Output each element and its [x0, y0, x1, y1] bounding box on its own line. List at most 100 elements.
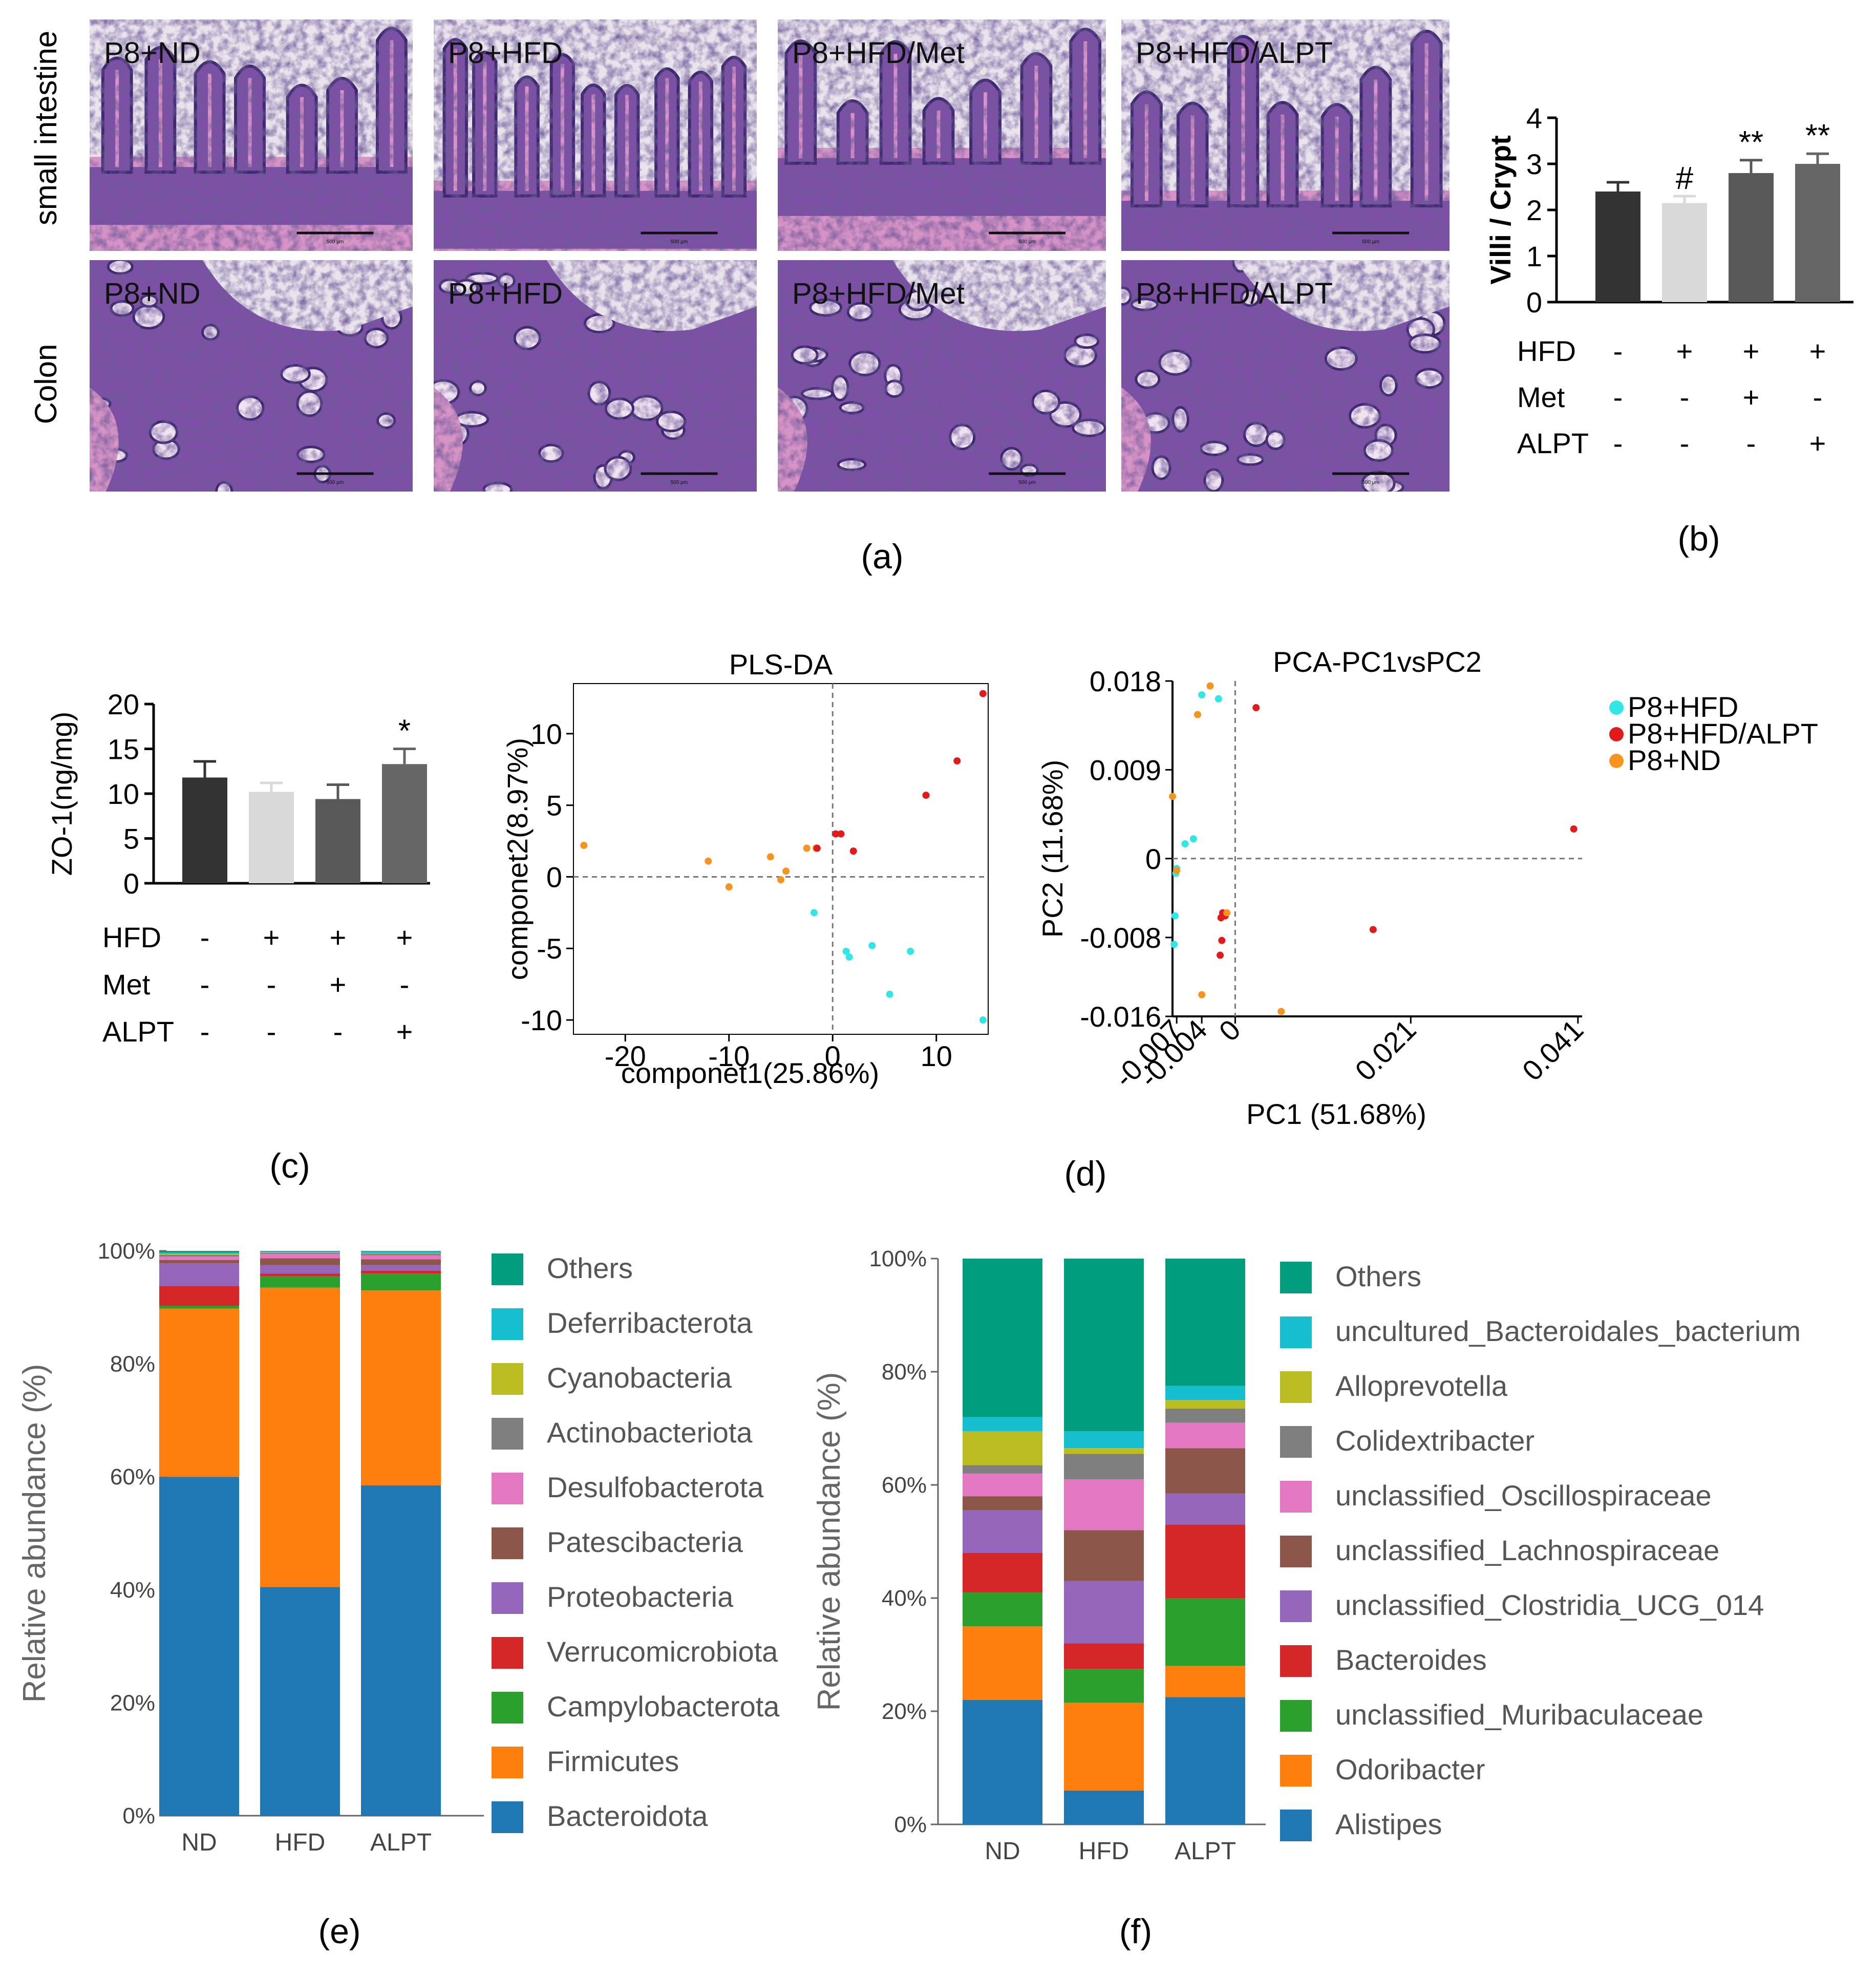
- data-point: [953, 757, 961, 764]
- x-tick-label: HFD: [1079, 1838, 1129, 1865]
- legend-swatch: [492, 1582, 523, 1614]
- stack-segment: [1165, 1697, 1245, 1824]
- legend-label: Desulfobacterota: [547, 1471, 764, 1503]
- data-point: [1173, 866, 1181, 874]
- chart-title: PCA-PC1vsPC2: [1273, 646, 1482, 678]
- significance-marker: **: [1739, 125, 1763, 160]
- y-tick-label: -5: [537, 932, 562, 965]
- data-point: [1570, 825, 1577, 833]
- histology-image: P8+ND 500 μm: [90, 19, 413, 251]
- significance-marker: #: [1676, 161, 1694, 196]
- scale-bar-label: 500 μm: [327, 480, 344, 485]
- stack-segment: [260, 1287, 340, 1587]
- data-point: [922, 792, 930, 799]
- stack-segment: [1064, 1643, 1144, 1669]
- y-tick-label: 80%: [110, 1352, 155, 1377]
- data-point: [766, 853, 774, 861]
- treatment-sign: -: [200, 1015, 210, 1048]
- treatment-sign: -: [1680, 427, 1690, 459]
- stack-segment: [361, 1265, 441, 1271]
- significance-marker: **: [1805, 118, 1830, 154]
- treatment-sign: -: [1613, 427, 1623, 459]
- legend-swatch: [1280, 1262, 1312, 1293]
- x-tick-label: -20: [605, 1040, 646, 1072]
- y-tick-label: 0: [123, 867, 139, 900]
- image-label: P8+HFD/ALPT: [1136, 277, 1333, 310]
- y-tick-label: 100%: [869, 1246, 927, 1271]
- legend-swatch: [492, 1473, 523, 1504]
- legend-swatch: [1280, 1590, 1312, 1622]
- treatment-label: ALPT: [102, 1015, 174, 1048]
- stack-segment: [963, 1431, 1042, 1465]
- stack-segment: [1064, 1581, 1144, 1644]
- data-point: [782, 867, 790, 875]
- y-tick-label: 0.018: [1090, 665, 1161, 697]
- data-point: [1369, 926, 1377, 933]
- legend-label: unclassified_Oscillospiraceae: [1335, 1479, 1712, 1512]
- stack-segment: [1165, 1400, 1245, 1409]
- y-tick-label: 20: [108, 688, 139, 720]
- stack-segment: [1165, 1524, 1245, 1598]
- legend-swatch: [1280, 1536, 1312, 1567]
- x-tick-label: 0.041: [1516, 1013, 1590, 1087]
- data-point: [979, 1016, 987, 1024]
- scale-bar-label: 500 μm: [1018, 239, 1036, 245]
- bar: [249, 792, 294, 883]
- data-point: [803, 844, 811, 852]
- phylum-abundance-chart: 0% 20% 40% 60% 80% 100% Relative abundance (%)…: [17, 1239, 780, 1856]
- x-tick-label: 10: [921, 1040, 952, 1072]
- x-tick-label: 0: [1212, 1013, 1247, 1048]
- data-point: [907, 947, 914, 955]
- x-axis-label: PC1 (51.68%): [1246, 1098, 1426, 1130]
- y-axis-label: PC2 (11.68%): [1036, 760, 1069, 938]
- image-label: P8+HFD/ALPT: [1136, 36, 1333, 70]
- image-label: P8+ND: [104, 277, 201, 310]
- stack-segment: [260, 1252, 340, 1254]
- treatment-sign: -: [1746, 427, 1756, 459]
- data-point: [886, 990, 893, 998]
- stack-segment: [1165, 1259, 1245, 1386]
- treatment-sign: -: [267, 968, 276, 1001]
- legend-swatch: [492, 1801, 523, 1833]
- image-label: P8+HFD: [448, 36, 563, 70]
- histology-image: P8+HFD/ALPT 500 μm: [1121, 19, 1449, 251]
- x-tick-label: 0.021: [1349, 1013, 1422, 1087]
- y-tick-label: 5: [123, 823, 139, 855]
- x-axis-label: componet1(25.86%): [621, 1057, 879, 1089]
- stack-segment: [1064, 1530, 1144, 1581]
- data-point: [842, 947, 850, 955]
- x-tick-label: 0: [825, 1040, 841, 1072]
- panel-label-b: (b): [1677, 519, 1720, 558]
- stack-segment: [361, 1255, 441, 1260]
- legend-label: Others: [547, 1252, 633, 1284]
- legend-label: P8+ND: [1628, 744, 1721, 776]
- bar: [1595, 192, 1640, 302]
- treatment-label: HFD: [1517, 335, 1576, 367]
- data-point: [1206, 682, 1214, 690]
- data-point: [1193, 711, 1201, 718]
- legend-swatch: [492, 1363, 523, 1395]
- treatment-label: Met: [102, 968, 151, 1001]
- stack-segment: [1064, 1669, 1144, 1703]
- legend-marker: [1609, 754, 1624, 768]
- histology-image: P8+HFD 500 μm: [434, 260, 757, 492]
- stack-segment: [159, 1305, 239, 1309]
- stack-segment: [1064, 1448, 1144, 1454]
- y-tick-label: 4: [1526, 102, 1542, 134]
- stack-segment: [361, 1259, 441, 1265]
- legend-label: unclassified_Lachnospiraceae: [1335, 1534, 1719, 1566]
- stack-segment: [963, 1626, 1042, 1700]
- legend-label: Patescibacteria: [547, 1526, 743, 1558]
- y-tick-label: 40%: [110, 1578, 155, 1603]
- stack-segment: [963, 1259, 1042, 1417]
- y-tick-label: 20%: [110, 1690, 155, 1715]
- stack-segment: [159, 1251, 239, 1253]
- legend-swatch: [1280, 1810, 1312, 1841]
- stack-segment: [260, 1253, 340, 1259]
- histology-image: P8+ND 500 μm: [90, 260, 413, 492]
- legend-swatch: [1280, 1371, 1312, 1403]
- stack-segment: [1064, 1431, 1144, 1449]
- significance-marker: *: [398, 714, 411, 749]
- legend-label: Bacteroidota: [547, 1800, 708, 1832]
